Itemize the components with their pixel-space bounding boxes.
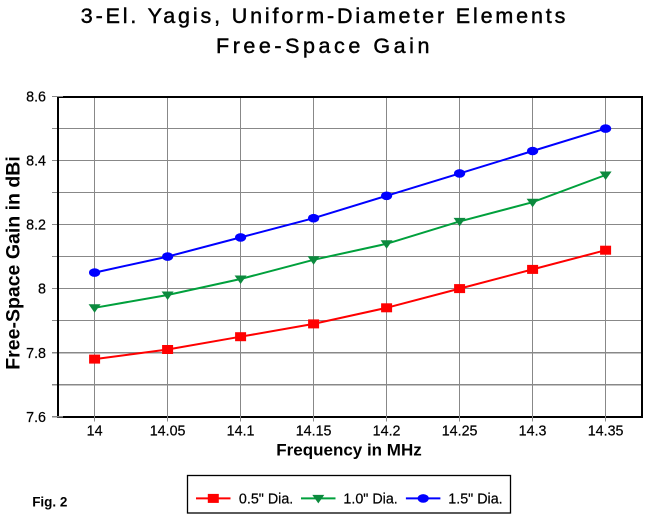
svg-text:8.6: 8.6 — [26, 90, 46, 106]
svg-text:7.8: 7.8 — [26, 346, 46, 362]
svg-text:0.5" Dia.: 0.5" Dia. — [239, 492, 293, 508]
svg-text:14.35: 14.35 — [588, 423, 624, 439]
svg-text:1.5" Dia.: 1.5" Dia. — [448, 492, 502, 508]
svg-text:14: 14 — [87, 423, 103, 439]
svg-text:14.3: 14.3 — [519, 423, 547, 439]
svg-text:Free-Space Gain: Free-Space Gain — [216, 34, 433, 58]
svg-text:8.2: 8.2 — [26, 218, 46, 234]
svg-text:14.25: 14.25 — [442, 423, 478, 439]
svg-text:8.4: 8.4 — [26, 154, 46, 170]
svg-text:7.6: 7.6 — [26, 410, 46, 426]
svg-text:1.0" Dia.: 1.0" Dia. — [343, 492, 397, 508]
svg-text:8: 8 — [38, 282, 46, 298]
svg-text:3-El. Yagis, Uniform-Diameter: 3-El. Yagis, Uniform-Diameter Elements — [81, 4, 568, 28]
svg-text:Free-Space Gain in dBi: Free-Space Gain in dBi — [3, 156, 25, 369]
svg-text:14.15: 14.15 — [296, 423, 332, 439]
svg-text:Frequency in MHz: Frequency in MHz — [276, 440, 421, 459]
svg-text:Fig. 2: Fig. 2 — [32, 495, 67, 510]
svg-text:14.1: 14.1 — [227, 423, 255, 439]
svg-text:14.05: 14.05 — [150, 423, 186, 439]
svg-text:14.2: 14.2 — [373, 423, 401, 439]
